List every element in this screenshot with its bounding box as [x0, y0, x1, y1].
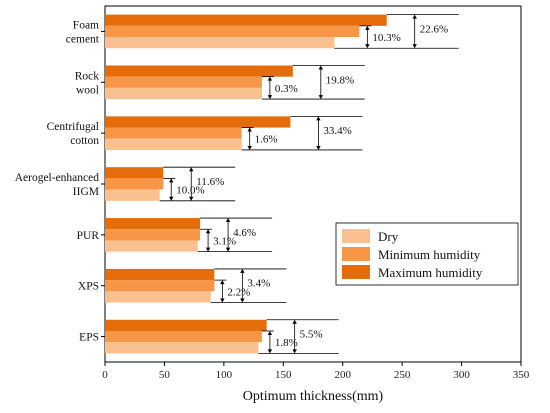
bars-layer: [105, 14, 387, 354]
arrow-large-4: [316, 116, 321, 150]
pct-label-large: 33.4%: [323, 125, 351, 137]
x-tick-label: 100: [216, 369, 233, 381]
bar-maximum-humidity-6: [105, 14, 387, 26]
annotations-layer: 1.8%5.5% 2.2%3.4% 3.1%4.6% 10.0%11.6% 1.6% 33…: [159, 14, 459, 354]
bar-maximum-humidity-2: [105, 218, 201, 230]
arrow-small-4: [247, 127, 252, 150]
arrow-large-1: [240, 268, 245, 303]
legend-label: Dry: [378, 229, 399, 244]
arrow-large-5: [318, 65, 323, 100]
category-label: IIGM: [73, 186, 99, 198]
bar-maximum-humidity-0: [105, 319, 267, 331]
x-tick-label: 50: [159, 369, 171, 381]
arrow-small-1: [220, 280, 225, 303]
plot-frame: [104, 5, 522, 363]
category-label: Rock: [75, 70, 100, 82]
category-label: PUR: [77, 230, 100, 242]
pct-label-large: 3.4%: [247, 278, 270, 290]
bar-dry-6: [105, 37, 335, 49]
arrow-small-0: [267, 330, 273, 354]
arrow-small-6: [365, 25, 370, 49]
bar-dry-3: [105, 189, 160, 201]
legend-swatch: [342, 265, 370, 279]
pct-label-large: 19.8%: [326, 74, 354, 86]
category-label: EPS: [79, 332, 99, 344]
arrow-large-2: [225, 218, 231, 252]
arrow-small-5: [267, 76, 273, 100]
bar-minimum-humidity-4: [105, 127, 242, 139]
bar-dry-2: [105, 240, 198, 252]
bar-maximum-humidity-3: [105, 167, 164, 179]
pct-label-small: 10.3%: [372, 32, 400, 44]
legend-label: Minimum humidity: [378, 247, 481, 262]
pct-label-small: 2.2%: [227, 286, 250, 298]
bar-dry-5: [105, 87, 262, 100]
x-tick-label: 250: [394, 369, 411, 381]
bar-maximum-humidity-4: [105, 116, 291, 128]
arrow-large-3: [189, 167, 194, 201]
pct-label-small: 1.8%: [275, 337, 298, 349]
pct-label-large: 5.5%: [300, 329, 323, 341]
x-axis-ticks: 0 50 100 150 200 250 300 350: [102, 362, 530, 381]
pct-label-large: 4.6%: [233, 227, 256, 239]
x-tick-label: 350: [513, 369, 530, 381]
bar-maximum-humidity-1: [105, 268, 215, 281]
pct-label-large: 22.6%: [420, 23, 448, 35]
pct-label-large: 11.6%: [196, 176, 224, 188]
pct-label-small: 3.1%: [213, 235, 236, 247]
category-label: XPS: [78, 281, 99, 293]
x-axis-title: Optimum thickness(mm): [243, 389, 384, 404]
legend-swatch: [342, 247, 370, 261]
arrow-large-6: [412, 14, 417, 49]
bar-minimum-humidity-0: [105, 330, 262, 343]
category-label: Centrifugal: [47, 121, 99, 133]
category-label: Foam: [73, 19, 99, 31]
pct-label-small: 10.0%: [176, 185, 204, 197]
y-axis-categories: EPS XPS PUR Aerogel-enhanced IIGM Centrifugal…: [15, 19, 105, 344]
bar-minimum-humidity-1: [105, 280, 215, 292]
bar-minimum-humidity-2: [105, 229, 201, 241]
bar-dry-1: [105, 291, 211, 303]
arrow-small-2: [205, 229, 211, 252]
bar-dry-0: [105, 342, 259, 354]
bar-minimum-humidity-6: [105, 25, 360, 38]
bar-minimum-humidity-3: [105, 178, 164, 190]
category-label: Aerogel-enhanced: [15, 172, 100, 184]
category-label: wool: [76, 84, 99, 96]
arrow-small-3: [169, 178, 174, 201]
legend: Dry Minimum humidity Maximum humidity: [335, 222, 519, 286]
arrow-large-0: [292, 319, 297, 354]
x-tick-label: 200: [334, 369, 351, 381]
bar-maximum-humidity-5: [105, 65, 293, 77]
x-tick-label: 0: [102, 369, 108, 381]
bar-dry-4: [105, 138, 242, 150]
pct-label-small: 1.6%: [255, 134, 278, 146]
pct-label-small: 0.3%: [275, 83, 298, 95]
legend-swatch: [342, 229, 370, 243]
category-label: cotton: [70, 135, 99, 147]
x-tick-label: 300: [453, 369, 470, 381]
x-tick-label: 150: [275, 369, 292, 381]
category-label: cement: [66, 33, 100, 45]
legend-label: Maximum humidity: [378, 265, 483, 280]
bar-minimum-humidity-5: [105, 76, 262, 88]
